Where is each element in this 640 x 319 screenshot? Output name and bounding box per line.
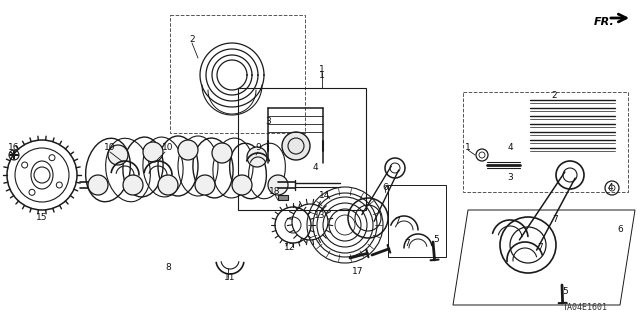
Text: 12: 12 bbox=[284, 243, 296, 253]
Text: 11: 11 bbox=[224, 273, 236, 283]
Circle shape bbox=[268, 175, 288, 195]
Bar bbox=[170, 15, 305, 133]
Text: TA04E1601: TA04E1601 bbox=[563, 303, 608, 313]
Text: 17: 17 bbox=[352, 268, 364, 277]
Circle shape bbox=[158, 175, 178, 195]
Text: 5: 5 bbox=[433, 235, 439, 244]
Bar bbox=[238, 88, 366, 210]
Circle shape bbox=[143, 142, 163, 162]
Text: 7: 7 bbox=[537, 243, 543, 253]
Text: 6: 6 bbox=[617, 226, 623, 234]
Circle shape bbox=[247, 147, 267, 167]
Text: 18: 18 bbox=[269, 188, 281, 197]
Circle shape bbox=[232, 175, 252, 195]
Circle shape bbox=[282, 132, 310, 160]
Text: 2: 2 bbox=[551, 92, 557, 100]
Circle shape bbox=[195, 175, 215, 195]
Text: 6: 6 bbox=[382, 183, 388, 192]
Bar bbox=[278, 195, 288, 200]
Circle shape bbox=[212, 143, 232, 163]
Text: 7: 7 bbox=[394, 218, 400, 226]
Text: 1: 1 bbox=[319, 65, 325, 75]
Text: 7: 7 bbox=[404, 239, 410, 248]
Circle shape bbox=[123, 175, 143, 195]
Bar bbox=[463, 92, 628, 192]
Text: 10: 10 bbox=[163, 143, 173, 152]
Bar bbox=[388, 185, 446, 257]
Text: 14: 14 bbox=[319, 191, 331, 201]
Text: 8: 8 bbox=[165, 263, 171, 272]
Text: 4: 4 bbox=[507, 144, 513, 152]
Circle shape bbox=[108, 145, 128, 165]
Text: 16: 16 bbox=[8, 143, 20, 152]
Text: 4: 4 bbox=[312, 164, 318, 173]
Text: 10: 10 bbox=[104, 143, 116, 152]
Text: 15: 15 bbox=[36, 213, 48, 222]
Text: 3: 3 bbox=[507, 173, 513, 182]
Circle shape bbox=[88, 175, 108, 195]
Text: 2: 2 bbox=[189, 35, 195, 44]
Text: 5: 5 bbox=[562, 287, 568, 296]
Text: 13: 13 bbox=[314, 211, 326, 219]
Text: 7: 7 bbox=[552, 216, 558, 225]
Text: FR.: FR. bbox=[594, 17, 615, 27]
Text: 3: 3 bbox=[265, 117, 271, 127]
Text: 1: 1 bbox=[465, 144, 471, 152]
Text: 1: 1 bbox=[319, 70, 325, 79]
Text: 9: 9 bbox=[255, 143, 261, 152]
Circle shape bbox=[178, 140, 198, 160]
Text: 4: 4 bbox=[607, 183, 613, 192]
